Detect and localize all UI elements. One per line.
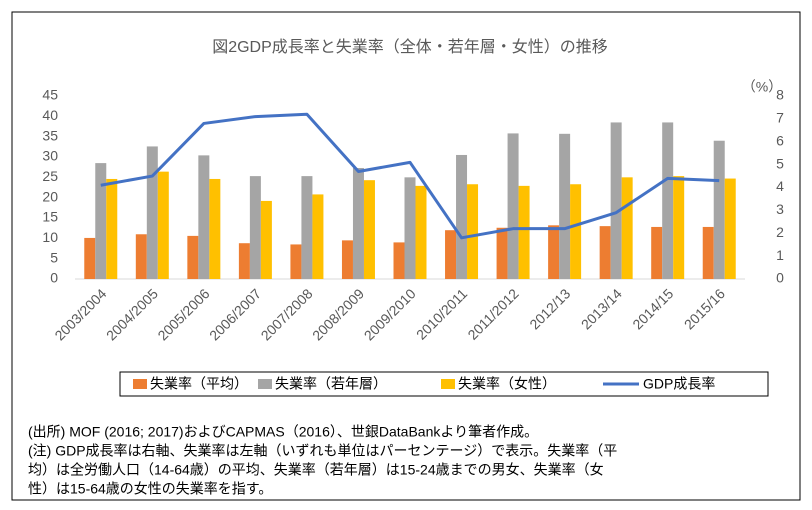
bar: [290, 244, 302, 279]
legend-label: 失業率（女性）: [458, 376, 556, 392]
bar: [341, 240, 353, 279]
y-tick-label: 35: [42, 127, 58, 143]
y2-tick-label: 2: [776, 224, 784, 240]
bar: [312, 194, 324, 279]
y2-unit: （%）: [742, 79, 782, 95]
source-note: (出所) MOF (2016; 2017)およびCAPMAS（2016）、世銀D…: [28, 424, 538, 440]
y-tick-label: 5: [50, 249, 58, 265]
y-tick-label: 20: [42, 188, 58, 204]
y2-tick-label: 0: [776, 270, 784, 286]
y2-tick-label: 6: [776, 132, 784, 148]
bar: [548, 225, 560, 279]
note-line: 性）は15-64歳の女性の失業率を指す。: [28, 481, 272, 497]
y-tick-label: 40: [42, 107, 58, 123]
y-tick-label: 15: [42, 209, 58, 225]
bar: [610, 122, 622, 279]
note-line: 均）は全労働人口（14-64歳）の平均、失業率（若年層）は15-24歳までの男女…: [28, 462, 604, 478]
chart-title: 図2GDP成長率と失業率（全体・若年層・女性）の推移: [212, 37, 608, 56]
bar: [621, 177, 633, 279]
bar: [249, 176, 261, 279]
legend-swatch: [133, 379, 147, 389]
bar: [570, 184, 582, 279]
bar: [724, 178, 736, 279]
y-tick-label: 10: [42, 229, 58, 245]
bar: [559, 133, 571, 279]
bar: [135, 234, 147, 279]
bar: [209, 178, 221, 279]
note-line: (注) GDP成長率は右軸、失業率は左軸（いずれも単位はパーセンテージ）で表示。…: [28, 443, 617, 459]
bar: [106, 178, 118, 279]
bar: [673, 176, 685, 279]
bar: [662, 122, 674, 279]
bar: [702, 226, 714, 279]
bar: [445, 230, 457, 279]
bar: [301, 176, 313, 279]
line-series: [100, 112, 720, 240]
legend-label: GDP成長率: [643, 376, 715, 392]
y-tick-label: 30: [42, 148, 58, 164]
y-tick-label: 45: [42, 87, 58, 103]
bar: [651, 226, 663, 279]
bar: [363, 180, 375, 279]
y2-tick-label: 1: [776, 247, 784, 263]
bar: [507, 133, 519, 279]
y2-tick-label: 3: [776, 201, 784, 217]
bar: [198, 155, 210, 279]
legend-swatch: [258, 379, 272, 389]
bar: [599, 226, 611, 279]
bar: [146, 146, 158, 279]
bar: [352, 167, 364, 279]
bar: [187, 235, 199, 279]
legend-label: 失業率（若年層）: [275, 376, 387, 392]
y2-tick-label: 8: [776, 87, 784, 103]
y2-tick-label: 5: [776, 155, 784, 171]
legend-swatch: [441, 379, 455, 389]
bar: [456, 154, 468, 279]
bar: [404, 177, 416, 279]
bar: [518, 185, 530, 279]
bar: [393, 242, 405, 279]
bar: [713, 140, 725, 279]
bar: [260, 200, 272, 279]
y-tick-label: 25: [42, 168, 58, 184]
bar: [496, 227, 508, 279]
legend-box: [119, 371, 769, 397]
bar: [467, 184, 479, 279]
bar: [238, 243, 250, 279]
legend-label: 失業率（平均）: [150, 376, 248, 392]
bar: [95, 163, 107, 279]
y2-tick-label: 4: [776, 178, 784, 194]
bar: [415, 185, 427, 279]
bar: [84, 237, 96, 279]
y2-tick-label: 7: [776, 110, 784, 126]
y-tick-label: 0: [50, 270, 58, 286]
bar: [157, 171, 169, 279]
